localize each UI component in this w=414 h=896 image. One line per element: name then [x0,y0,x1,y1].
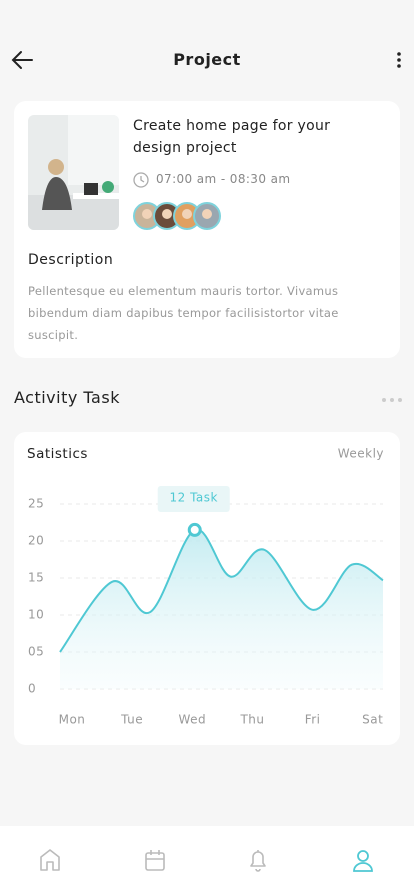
clock-icon [133,172,149,188]
nav-home[interactable] [40,849,60,871]
line [59,528,384,653]
more-icon[interactable] [394,50,404,70]
x-tick-label: Wed [178,713,206,727]
back-icon[interactable] [10,48,36,72]
task-time: 07:00 am - 08:30 am [156,172,291,186]
x-tick-label: Fri [305,713,321,727]
y-tick-label: 05 [28,645,44,659]
nav-profile[interactable] [353,850,373,872]
y-tick-label: 10 [28,608,44,622]
y-tick-label: 15 [28,571,44,585]
nav-icons [40,849,373,872]
avatars [133,202,221,230]
y-tick-label: 25 [28,497,44,511]
x-tick-label: Thu [239,713,264,727]
y-tick-label: 20 [28,534,44,548]
chart: Satistics Weekly 0 05 10 15 20 25 Mon Tue Wed Thu… [27,446,384,727]
tooltip-box [157,486,230,512]
chart-subtitle: Weekly [338,447,384,461]
page-title: Project [173,50,241,69]
y-tick-label: 0 [28,682,36,696]
area [60,529,383,689]
description-label: Description [28,252,114,268]
section-more[interactable] [380,396,404,404]
nav-bell[interactable] [250,850,266,872]
x-tick-label: Tue [120,713,143,727]
x-tick-label: Mon [59,713,86,727]
description: Pellentesque eu elementum mauris tortor.… [28,284,339,342]
bottom-nav [0,826,414,896]
section-title: Activity Task [14,388,120,407]
tooltip-text: 12 Task [169,491,217,505]
highlight-point [187,522,202,537]
task-image [28,115,119,230]
nav-calendar[interactable] [145,850,165,871]
chart-title: Satistics [27,446,88,462]
x-tick-label: Sat [362,713,383,727]
task-title: Create home page for your design project [133,118,331,156]
